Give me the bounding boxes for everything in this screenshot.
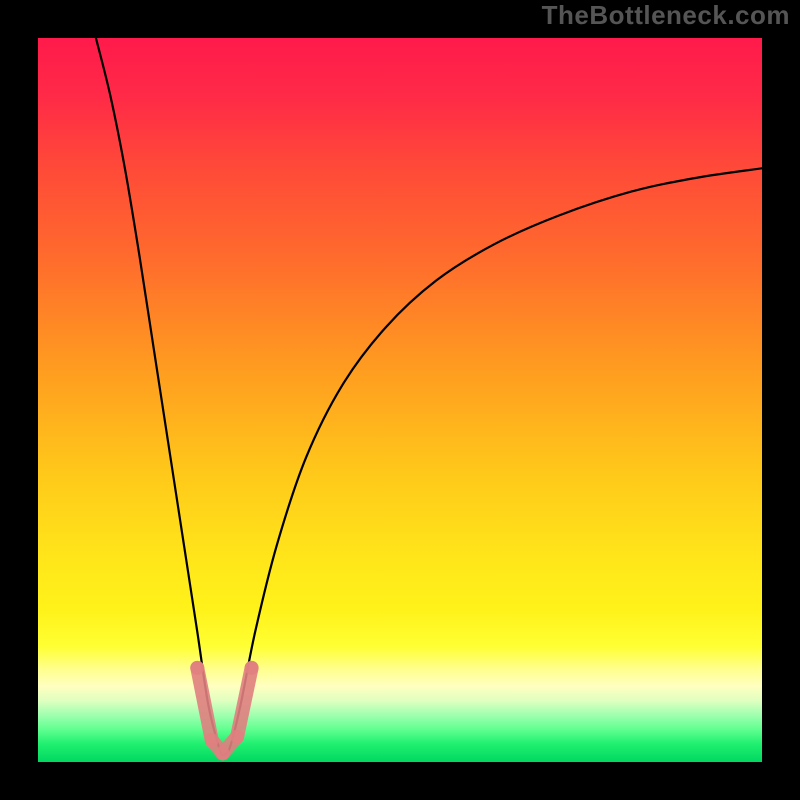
highlight-dot [190, 661, 204, 675]
highlight-dot [245, 661, 259, 675]
gradient-plot-area [38, 38, 762, 762]
bottleneck-chart [0, 0, 800, 800]
watermark-text: TheBottleneck.com [542, 0, 790, 31]
chart-stage: TheBottleneck.com [0, 0, 800, 800]
